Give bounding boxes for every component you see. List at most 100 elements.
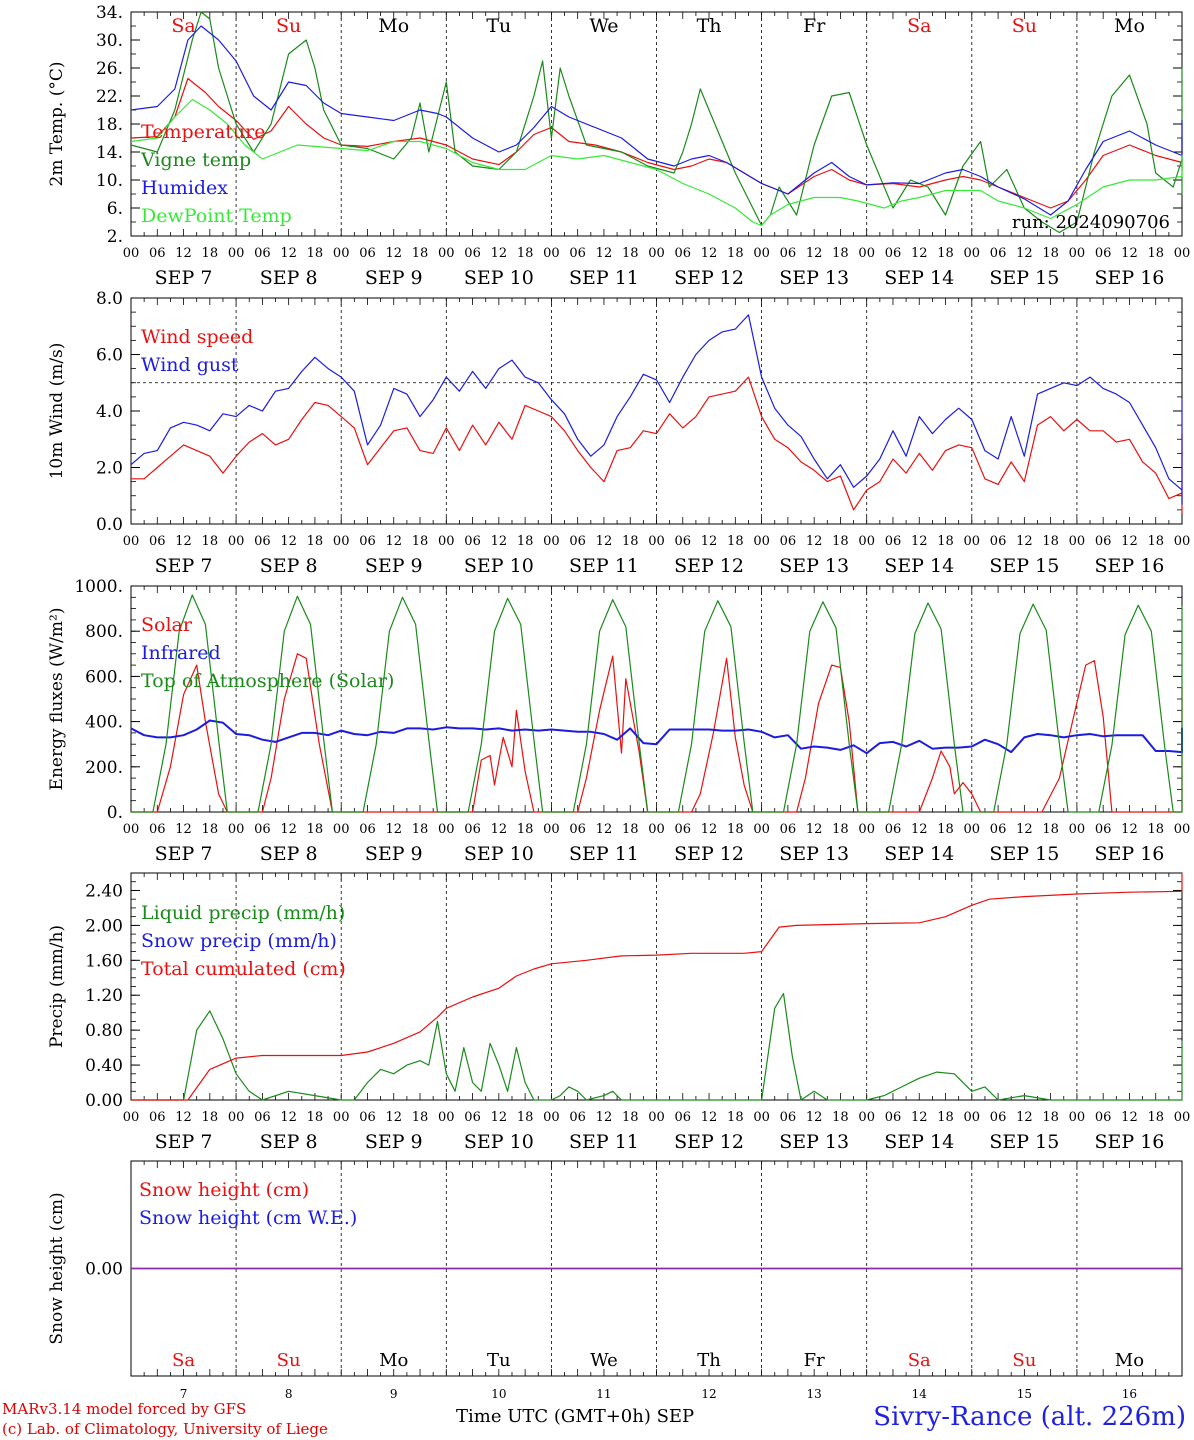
date-label: SEP 8 [260, 267, 318, 289]
hour-tick-label: 06 [780, 534, 797, 549]
hour-tick-label: 00 [964, 822, 981, 837]
hour-tick-label: 12 [701, 1110, 718, 1125]
y-tick-label: 6. [107, 199, 123, 219]
hour-tick-label: 06 [569, 1110, 586, 1125]
hour-tick-label: 12 [491, 246, 508, 261]
y-tick-label: 0.00 [85, 1260, 123, 1280]
hour-tick-label: 18 [832, 246, 849, 261]
hour-tick-label: 06 [149, 534, 166, 549]
hour-tick-label: 18 [1147, 534, 1164, 549]
weekday-label: Fr [804, 1350, 825, 1371]
hour-tick-label: 12 [280, 246, 297, 261]
day-number-label: 9 [390, 1387, 398, 1400]
hour-tick-label: 18 [937, 1110, 954, 1125]
hour-tick-label: 18 [202, 1110, 219, 1125]
y-axis-title: Snow height (cm) [47, 1192, 67, 1344]
hour-tick-label: 12 [175, 534, 192, 549]
hour-tick-label: 18 [1147, 246, 1164, 261]
hour-tick-label: 06 [569, 246, 586, 261]
y-tick-label: 0. [107, 803, 123, 823]
hour-tick-label: 06 [149, 246, 166, 261]
hour-tick-label: 12 [175, 1110, 192, 1125]
y-tick-label: 2.40 [85, 881, 123, 901]
y-tick-label: 1.60 [85, 951, 123, 971]
hour-tick-label: 00 [543, 534, 560, 549]
hour-tick-label: 06 [885, 822, 902, 837]
hour-tick-label: 12 [806, 1110, 823, 1125]
hour-tick-label: 06 [1095, 1110, 1112, 1125]
hour-tick-label: 06 [885, 1110, 902, 1125]
legend-entry: Temperature [141, 121, 265, 143]
hour-tick-label: 00 [1069, 246, 1086, 261]
hour-tick-label: 06 [675, 246, 692, 261]
hour-tick-label: 12 [806, 822, 823, 837]
hour-tick-label: 06 [885, 246, 902, 261]
y-tick-label: 34. [96, 3, 123, 23]
hour-tick-label: 00 [543, 1110, 560, 1125]
date-label: SEP 12 [674, 1131, 744, 1153]
credit-model: MARv3.14 model forced by GFS [2, 1400, 247, 1418]
series-line-wind-gust [130, 314, 1183, 505]
hour-tick-label: 18 [622, 534, 639, 549]
date-label: SEP 16 [1095, 267, 1165, 289]
hour-tick-label: 18 [202, 534, 219, 549]
hour-tick-label: 06 [359, 246, 376, 261]
y-tick-label: 22. [96, 87, 123, 107]
legend-entry: Total cumulated (cm) [141, 958, 346, 980]
day-number-label: 7 [180, 1387, 188, 1400]
legend-entry: Snow height (cm W.E.) [139, 1207, 357, 1229]
date-label: SEP 15 [989, 267, 1059, 289]
hour-tick-label: 18 [622, 246, 639, 261]
y-tick-label: 800. [85, 622, 123, 642]
date-label: SEP 9 [365, 267, 423, 289]
hour-tick-label: 00 [123, 246, 140, 261]
hour-tick-label: 12 [1016, 534, 1033, 549]
day-number-label: 13 [807, 1387, 822, 1400]
hour-tick-label: 12 [280, 822, 297, 837]
hour-tick-label: 12 [806, 534, 823, 549]
hour-tick-label: 12 [596, 1110, 613, 1125]
hour-tick-label: 00 [1174, 246, 1191, 261]
date-label: SEP 9 [365, 843, 423, 865]
hour-tick-label: 12 [701, 822, 718, 837]
date-label: SEP 8 [260, 1131, 318, 1153]
legend-entry: Solar [141, 614, 193, 636]
date-label: SEP 10 [464, 1131, 534, 1153]
y-tick-label: 10. [96, 171, 123, 191]
hour-tick-label: 00 [438, 534, 455, 549]
legend-entry: Top of Atmosphere (Solar) [141, 670, 394, 692]
date-label: SEP 15 [989, 555, 1059, 577]
weekday-label: Su [276, 15, 301, 37]
hour-tick-label: 18 [412, 822, 429, 837]
hour-tick-label: 18 [307, 534, 324, 549]
hour-tick-label: 06 [1095, 822, 1112, 837]
hour-tick-label: 18 [937, 246, 954, 261]
hour-tick-label: 12 [175, 822, 192, 837]
hour-tick-label: 06 [464, 822, 481, 837]
y-axis-title: Energy fluxes (W/m²) [47, 608, 67, 791]
hour-tick-label: 06 [990, 534, 1007, 549]
hour-tick-label: 00 [1069, 534, 1086, 549]
date-label: SEP 10 [464, 843, 534, 865]
legend-entry: Wind gust [141, 354, 239, 376]
date-label: SEP 16 [1095, 555, 1165, 577]
hour-tick-label: 00 [753, 1110, 770, 1125]
hour-tick-label: 18 [727, 822, 744, 837]
date-label: SEP 9 [365, 555, 423, 577]
hour-tick-label: 18 [937, 534, 954, 549]
legend-entry: Humidex [141, 177, 228, 199]
weekday-label: Sa [171, 15, 195, 37]
hour-tick-label: 18 [1147, 1110, 1164, 1125]
hour-tick-label: 12 [385, 246, 402, 261]
hour-tick-label: 12 [701, 246, 718, 261]
hour-tick-label: 00 [333, 534, 350, 549]
y-tick-label: 2. [107, 227, 123, 247]
legend-entry: Snow precip (mm/h) [141, 930, 337, 952]
hour-tick-label: 18 [832, 822, 849, 837]
hour-tick-label: 00 [228, 1110, 245, 1125]
hour-tick-label: 06 [569, 534, 586, 549]
date-label: SEP 11 [569, 555, 639, 577]
hour-tick-label: 18 [622, 822, 639, 837]
date-label: SEP 14 [884, 843, 954, 865]
hour-tick-label: 00 [964, 246, 981, 261]
